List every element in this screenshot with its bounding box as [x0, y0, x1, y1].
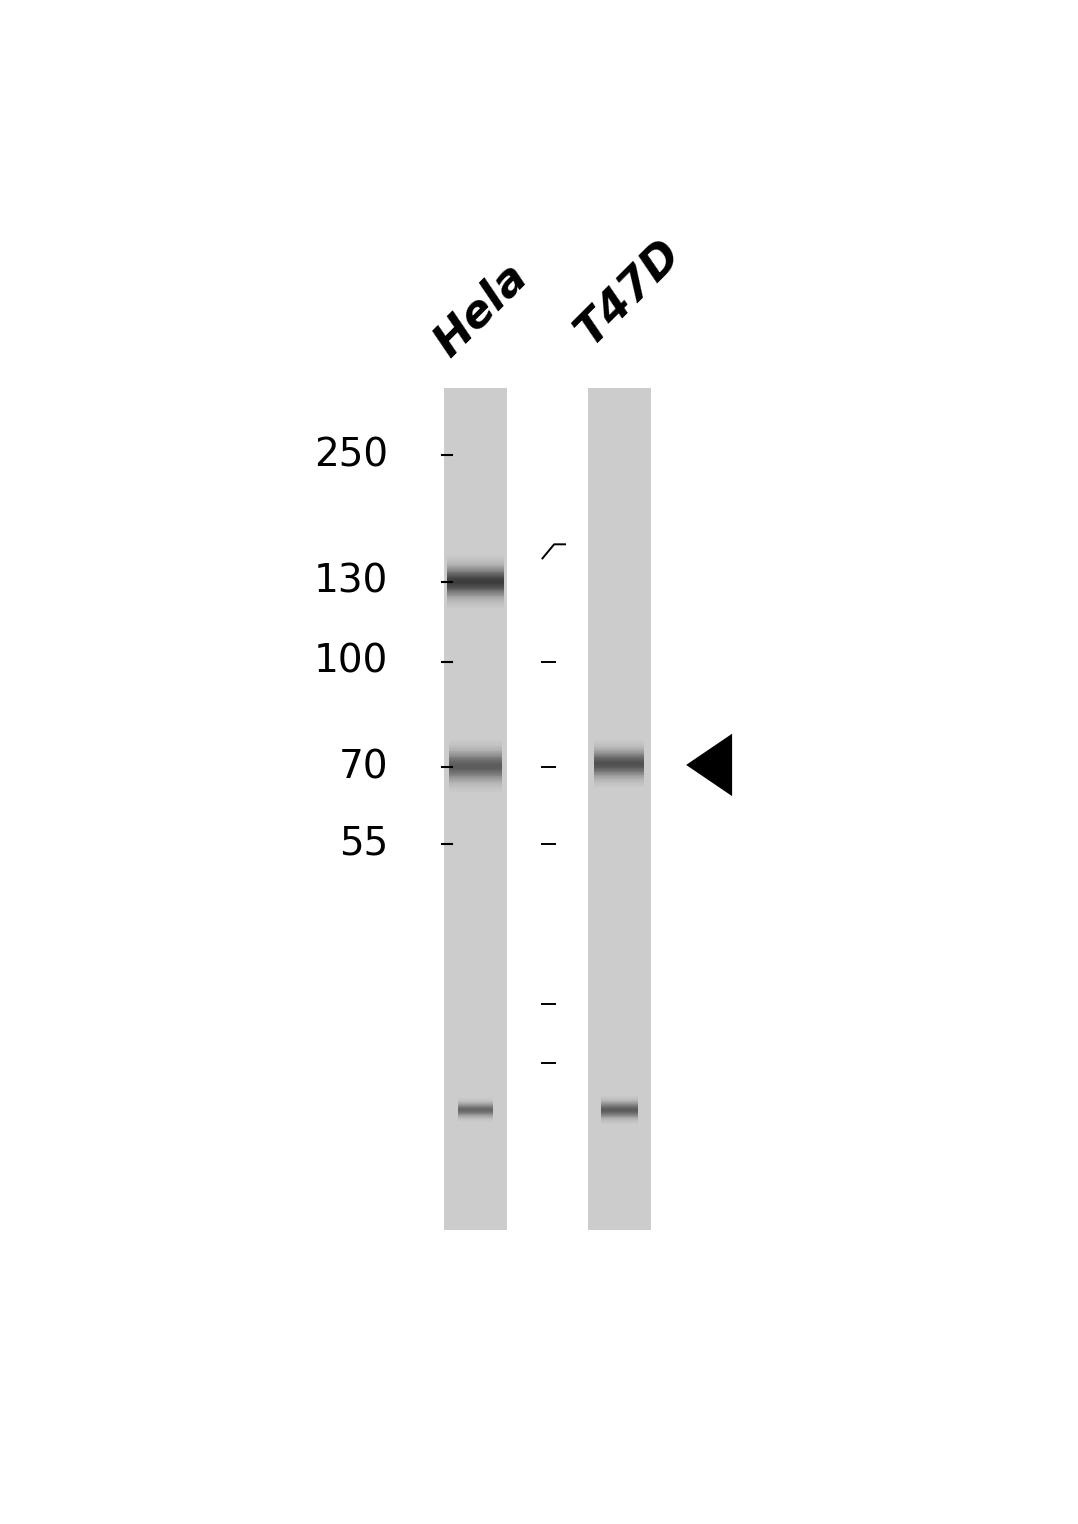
Text: 55: 55 — [338, 824, 388, 863]
Text: 70: 70 — [338, 748, 388, 786]
Text: T47D: T47D — [568, 232, 690, 354]
Bar — [444, 389, 507, 1230]
Text: 130: 130 — [314, 562, 388, 600]
Text: Hela: Hela — [426, 255, 536, 364]
Bar — [588, 389, 651, 1230]
Text: 100: 100 — [314, 643, 388, 681]
Text: 250: 250 — [314, 436, 388, 474]
Polygon shape — [687, 733, 732, 796]
